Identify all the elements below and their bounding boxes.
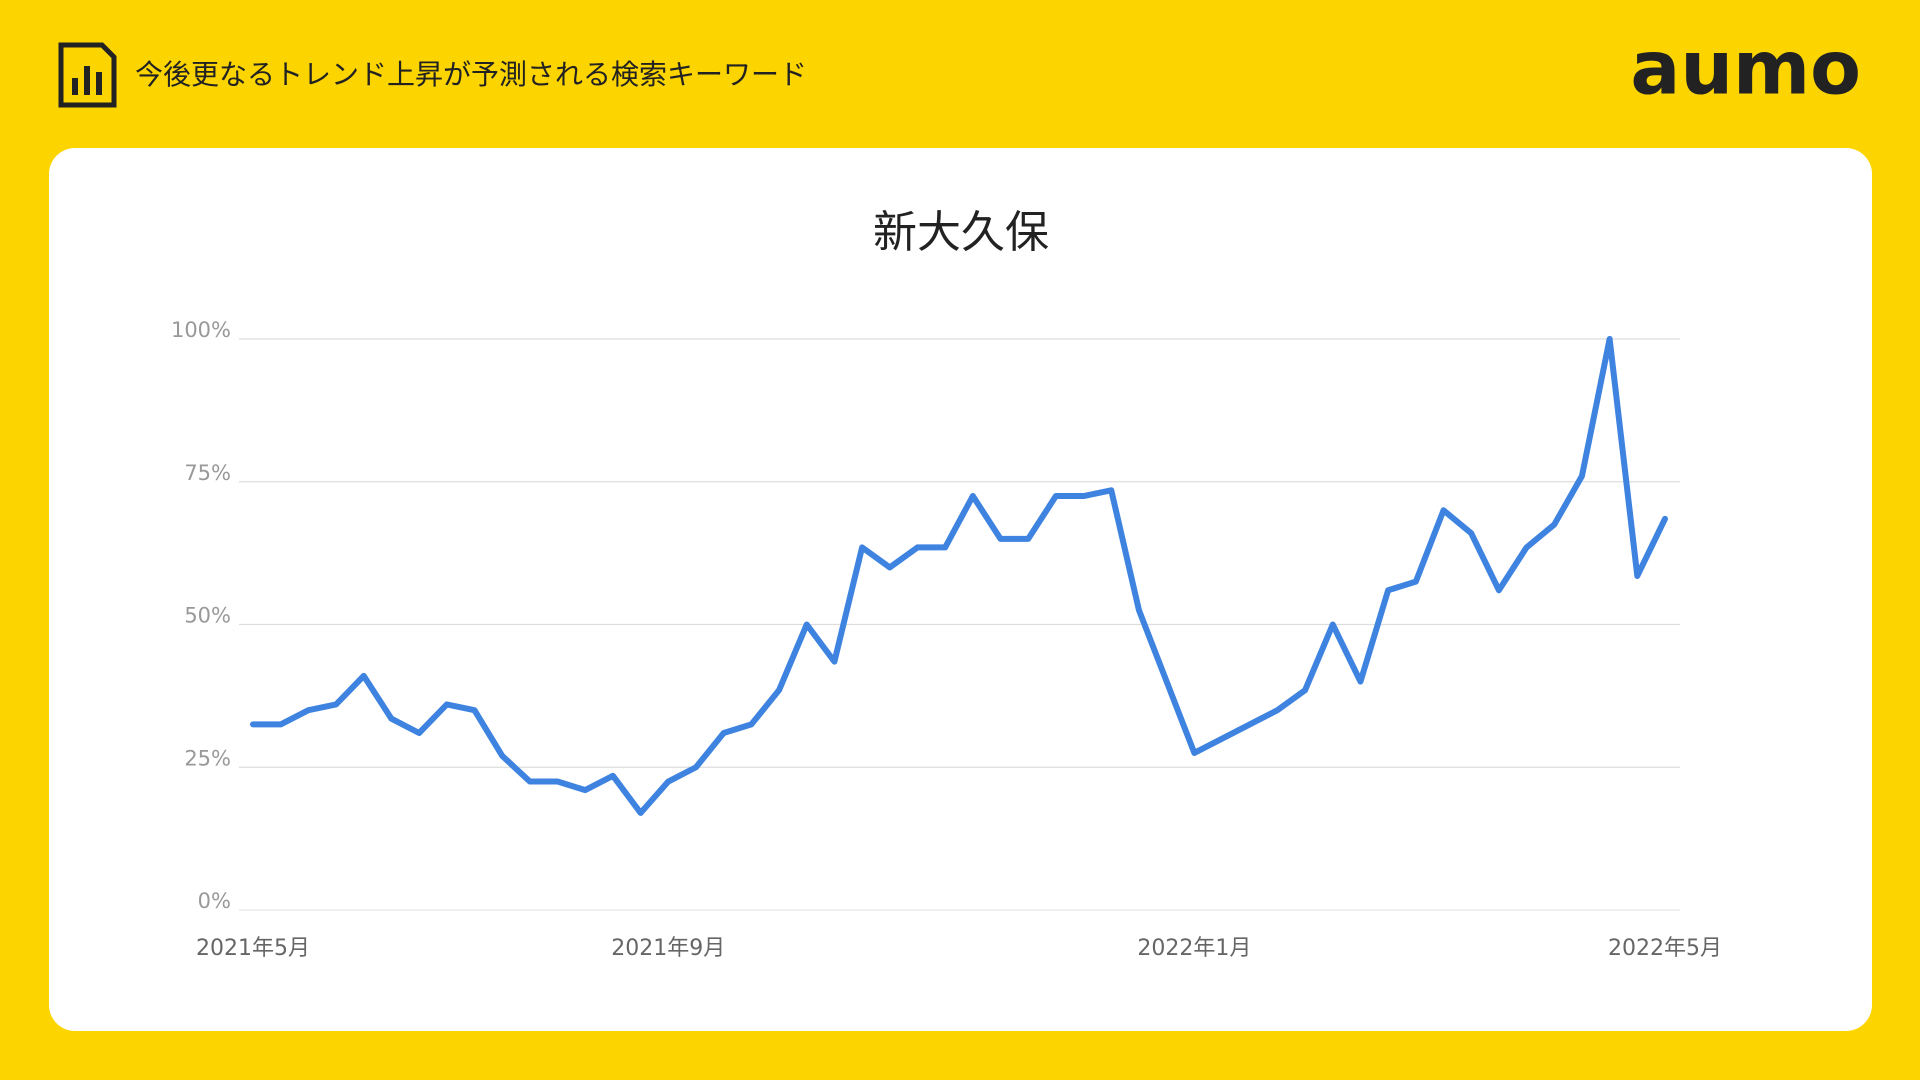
y-tick-label: 75% [184, 461, 231, 485]
line [250, 336, 1668, 816]
y-tick-label: 0% [198, 889, 231, 913]
x-tick-label: 2022年1月 [1137, 936, 1251, 961]
x-tick-label: 2021年9月 [611, 936, 725, 961]
header-title: 今後更なるトレンド上昇が予測される検索キーワード [135, 58, 807, 91]
logo: aumo [1630, 26, 1861, 112]
y-tick-label: 100% [171, 318, 231, 342]
x-tick-label: 2022年5月 [1608, 936, 1722, 961]
y-tick-label: 50% [184, 604, 231, 628]
y-tick-label: 25% [184, 746, 231, 770]
chart-title: 新大久保 [873, 207, 1049, 258]
header-icon [58, 42, 117, 108]
card [49, 148, 1872, 1031]
x-tick-label: 2021年5月 [196, 936, 310, 961]
